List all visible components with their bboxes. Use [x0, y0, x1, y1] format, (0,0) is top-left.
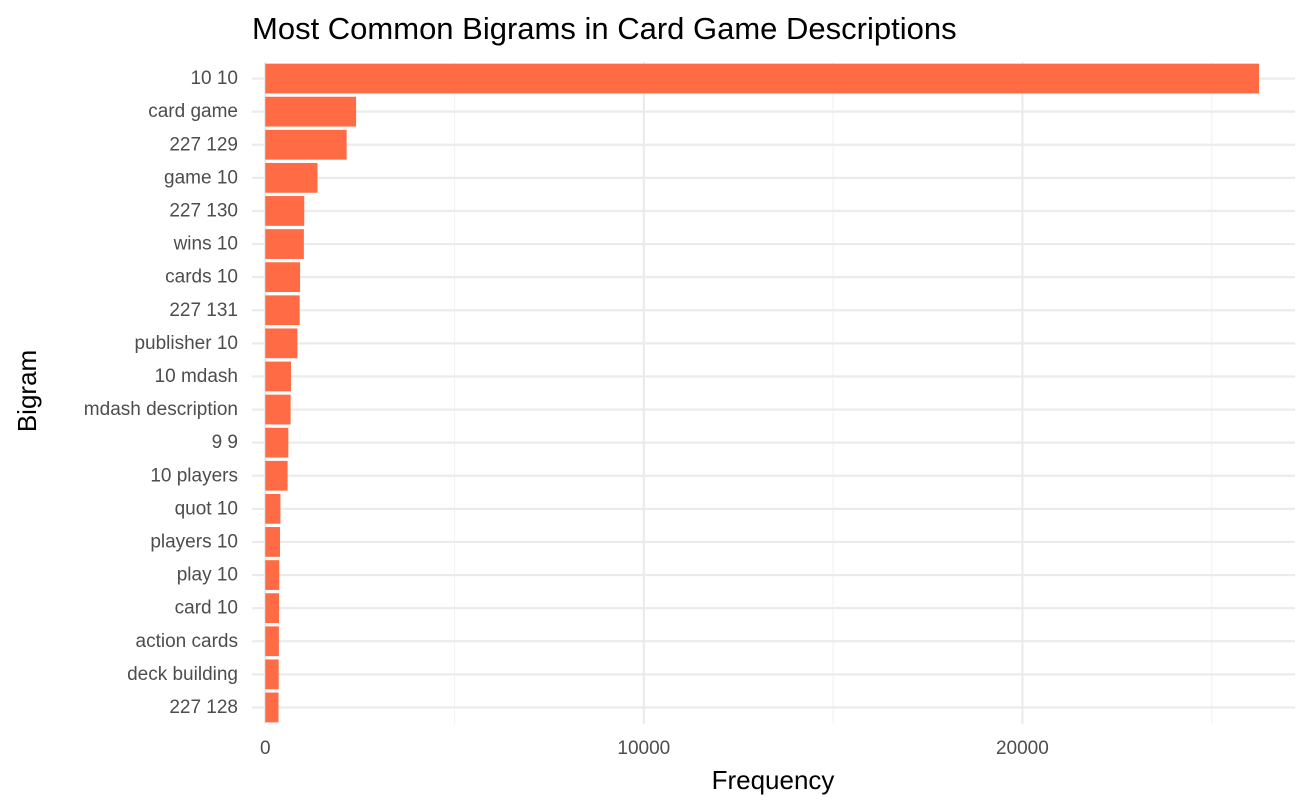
- y-tick-label: 227 128: [169, 697, 238, 718]
- bar: [265, 295, 300, 326]
- bars: [265, 63, 1260, 723]
- bar: [265, 229, 304, 259]
- bar: [265, 129, 347, 160]
- y-tick-label: deck building: [127, 664, 238, 685]
- y-tick-label: 227 130: [169, 200, 238, 221]
- y-tick-label: 9 9: [212, 432, 238, 453]
- bar: [265, 361, 291, 392]
- y-tick-label: mdash description: [84, 399, 238, 420]
- y-tick-label: action cards: [136, 631, 238, 652]
- x-axis-tick-labels: 0 10000 20000: [260, 738, 1049, 759]
- bar: [265, 527, 281, 557]
- bar: [265, 262, 301, 293]
- bar: [265, 460, 288, 491]
- bar: [265, 593, 280, 624]
- bar: [265, 162, 318, 193]
- y-tick-label: 227 129: [169, 134, 238, 155]
- y-tick-label: cards 10: [165, 267, 238, 288]
- y-tick-label: players 10: [150, 531, 238, 552]
- y-tick-label: wins 10: [173, 234, 238, 255]
- y-tick-label: card 10: [175, 598, 238, 619]
- bar: [265, 626, 279, 657]
- bar: [265, 493, 281, 524]
- y-tick-label: play 10: [177, 565, 238, 586]
- y-tick-label: card game: [148, 101, 238, 122]
- bar: [265, 63, 1260, 94]
- y-tick-label: publisher 10: [134, 333, 238, 354]
- y-tick-label: quot 10: [175, 498, 238, 519]
- bar: [265, 96, 357, 127]
- bar: [265, 692, 279, 723]
- y-tick-label: 10 players: [150, 465, 238, 486]
- bar: [265, 328, 298, 359]
- y-axis-tick-labels: 10 10 card game 227 129 game 10 227 130 wins …: [84, 68, 238, 718]
- x-axis-title: Frequency: [712, 765, 835, 795]
- chart-title: Most Common Bigrams in Card Game Descrip…: [252, 11, 957, 46]
- bar: [265, 394, 291, 425]
- bar: [265, 659, 279, 690]
- y-tick-label: game 10: [164, 167, 238, 188]
- y-tick-label: 10 mdash: [155, 366, 238, 387]
- y-tick-label: 227 131: [169, 300, 238, 321]
- x-tick-label: 0: [260, 738, 271, 759]
- grid-lines: [252, 62, 1295, 724]
- x-tick-label: 10000: [617, 738, 670, 759]
- bar: [265, 196, 305, 226]
- y-axis-title: Bigram: [12, 350, 42, 432]
- x-tick-label: 20000: [996, 738, 1049, 759]
- bar: [265, 560, 280, 590]
- bar: [265, 427, 289, 458]
- y-tick-label: 10 10: [190, 68, 238, 89]
